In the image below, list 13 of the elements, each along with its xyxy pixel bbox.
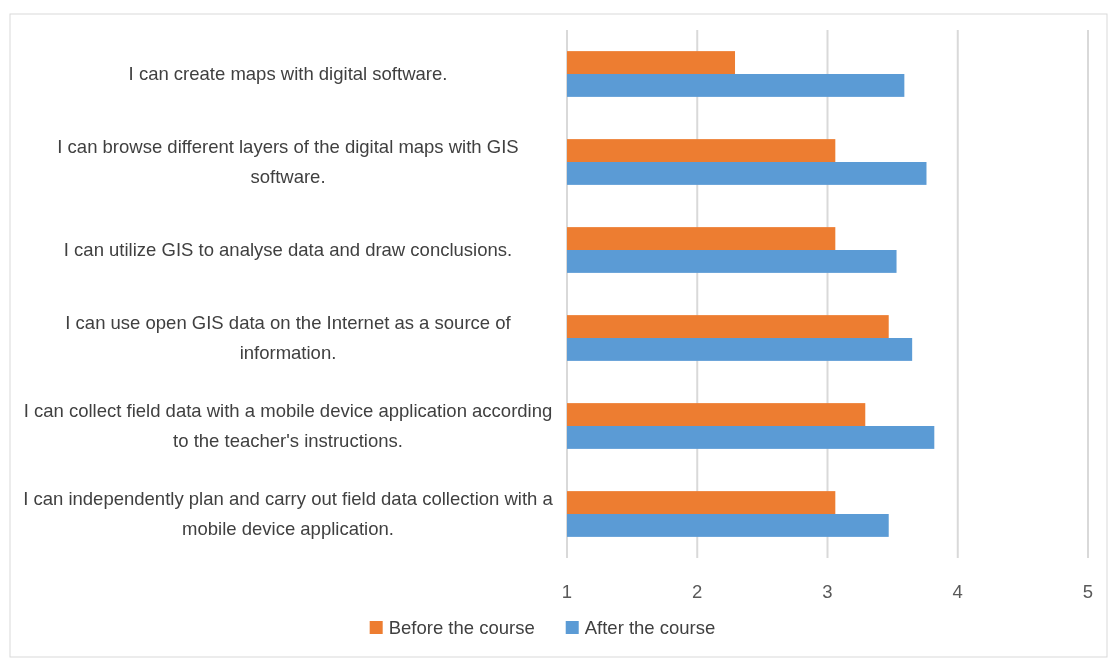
x-tick-label: 4 — [952, 581, 963, 602]
y-tick-label: I can browse different layers of the digital maps with GIS software. — [57, 136, 519, 187]
legend-label: After the course — [584, 617, 716, 638]
x-tick-label: 1 — [561, 581, 573, 602]
y-tick-label: I can create maps with digital software. — [128, 63, 448, 84]
y-tick-label: I can independently plan and carry out field data collection with a mobile device application. — [23, 488, 554, 539]
y-tick-label: I can utilize GIS to analyse data and draw conclusions. — [63, 239, 513, 260]
x-tick-label: 2 — [692, 581, 703, 602]
x-tick-label: 3 — [822, 581, 833, 602]
x-tick-label: 5 — [1082, 581, 1094, 602]
y-tick-label: I can use open GIS data on the Internet as a source of information. — [65, 312, 512, 363]
y-tick-label: I can collect field data with a mobile device application according to the teacher's instructions. — [23, 400, 553, 451]
legend-label: Before the course — [388, 617, 535, 638]
